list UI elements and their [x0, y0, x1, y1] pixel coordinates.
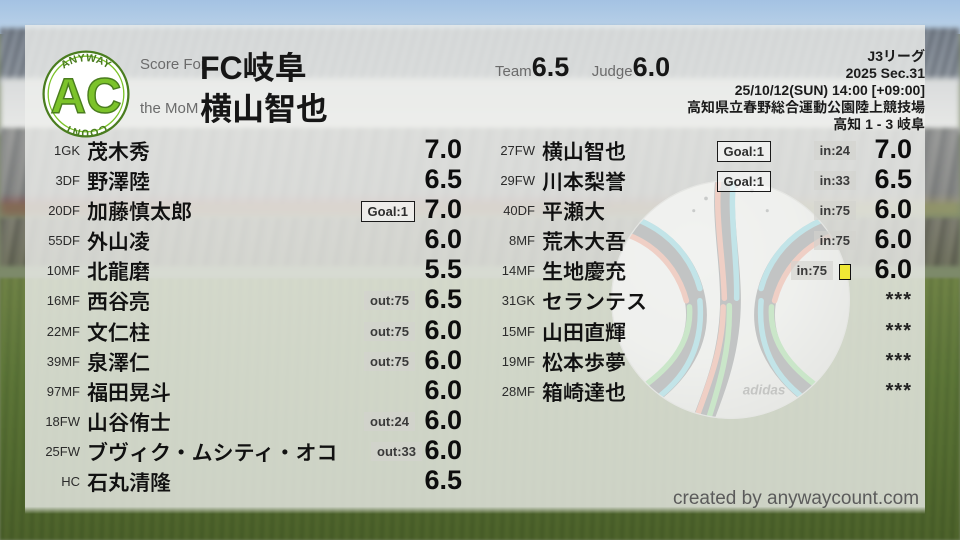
svg-text:AC: AC: [51, 69, 122, 123]
